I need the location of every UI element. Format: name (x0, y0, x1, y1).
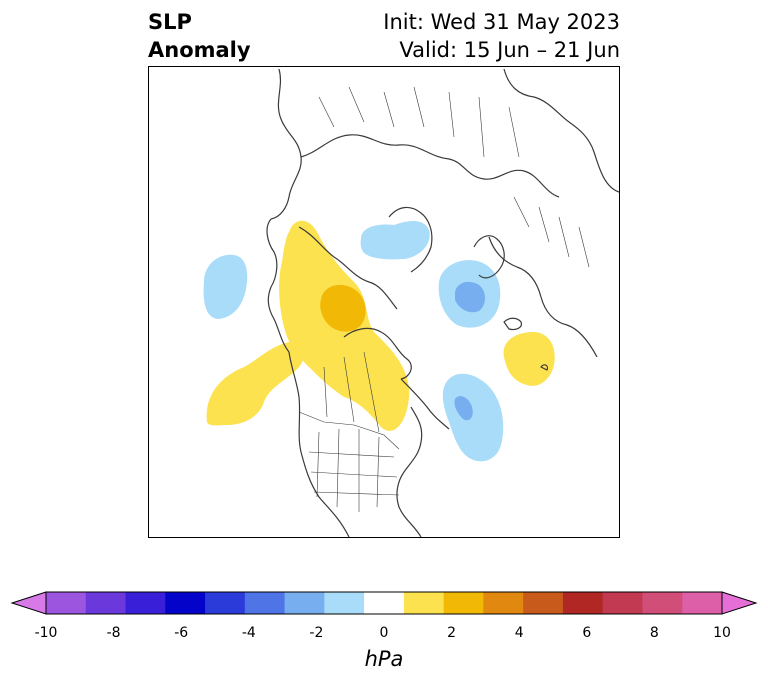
negative-anomaly-arctic (360, 220, 430, 260)
negative-anomaly-barents-core (455, 281, 485, 313)
us-states-grid-a (316, 428, 380, 512)
us-canada-border (298, 411, 400, 450)
colorbar-tick-label: -2 (309, 625, 324, 641)
negative-anomaly-north-atlantic (442, 373, 504, 462)
iceland (503, 317, 522, 331)
russia-regions (318, 86, 520, 158)
negative-anomaly-north-pacific (203, 254, 248, 319)
europe-coastline (488, 236, 598, 358)
positive-anomaly-pacific (206, 341, 305, 426)
colorbar-bin (85, 592, 127, 614)
asia-coastline (270, 68, 302, 220)
anomaly-fields (203, 220, 555, 462)
coastlines (266, 68, 619, 537)
colorbar (10, 591, 758, 615)
colorbar-arrow-right (721, 591, 758, 615)
siberia-coastline (300, 134, 560, 198)
colorbar-bin (284, 592, 325, 614)
labrador (400, 378, 450, 430)
west-coast (288, 351, 350, 537)
us-states-grid-b (308, 451, 400, 496)
colorbar-bin (602, 592, 643, 614)
colorbar-tick-label: 6 (582, 625, 592, 641)
colorbar-tick-label: 0 (379, 625, 389, 641)
russia-far-east (503, 68, 619, 193)
colorbar-bin (364, 592, 405, 614)
colorbar-bin (443, 592, 484, 614)
political-borders (298, 86, 590, 512)
colorbar-tick-label: 8 (649, 625, 659, 641)
europe-borders (513, 196, 590, 268)
colorbar-bin (324, 592, 365, 614)
colorbar-bin (205, 592, 246, 614)
title-line-2: Anomaly (148, 38, 251, 62)
map-title: SLP Anomaly (148, 8, 251, 64)
title-line-1: SLP (148, 10, 192, 34)
date-info: Init: Wed 31 May 2023 Valid: 15 Jun – 21… (383, 8, 620, 64)
colorbar-outline (45, 591, 723, 615)
colorbar-bin (403, 592, 445, 614)
colorbar-tick-label: -8 (106, 625, 121, 641)
colorbar-tick-label: 10 (713, 625, 731, 641)
init-date: Init: Wed 31 May 2023 (383, 10, 620, 34)
colorbar-bin (46, 592, 87, 614)
colorbar-arrow-left (10, 591, 47, 615)
colorbar-bin (244, 592, 286, 614)
colorbar-bin (523, 592, 564, 614)
colorbar-bin (125, 592, 166, 614)
colorbar-bin (682, 592, 723, 614)
canada-arctic (298, 226, 398, 310)
colorbar-units: hPa (364, 647, 404, 671)
colorbar-tick-label: -6 (174, 625, 189, 641)
map-svg (203, 68, 619, 537)
hudson-bay (343, 327, 412, 380)
colorbar-bin (165, 592, 206, 614)
canada-provinces (323, 351, 380, 433)
negative-anomaly-north-atlantic-core (454, 396, 473, 421)
alaska-coastline (266, 218, 290, 353)
colorbar-bins (46, 592, 723, 614)
colorbar-tick-label: 2 (447, 625, 457, 641)
scandinavia (473, 235, 505, 279)
positive-anomaly-core (320, 284, 366, 332)
valid-range: Valid: 15 Jun – 21 Jun (399, 38, 620, 62)
colorbar-bin (642, 592, 683, 614)
atlantic-islands (540, 364, 549, 371)
greenland (388, 206, 433, 273)
colorbar-tick-label: -4 (241, 625, 256, 641)
colorbar-tick-label: 4 (514, 625, 524, 641)
colorbar-bin (483, 592, 524, 614)
colorbar-bin (562, 592, 604, 614)
map-panel (148, 66, 620, 538)
east-coast (396, 406, 423, 537)
positive-anomaly-atlantic (503, 332, 555, 386)
colorbar-tick-label: -10 (34, 625, 58, 641)
